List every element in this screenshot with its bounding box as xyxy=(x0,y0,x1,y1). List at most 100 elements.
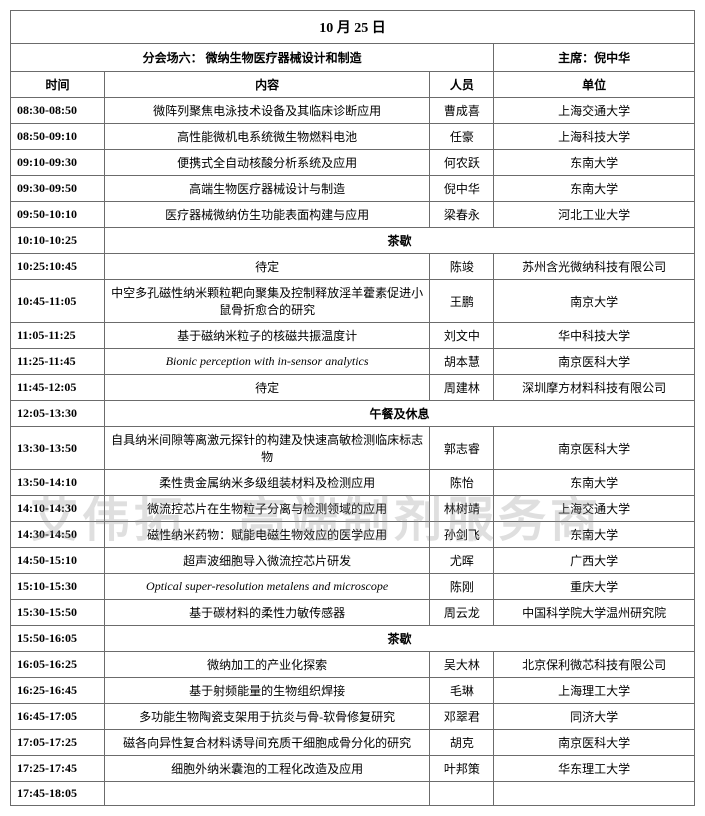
content-cell: 磁性纳米药物：赋能电磁生物效应的医学应用 xyxy=(104,522,429,548)
content-cell: 多功能生物陶瓷支架用于抗炎与骨-软骨修复研究 xyxy=(104,704,429,730)
table-row: 09:50-10:10医疗器械微纳仿生功能表面构建与应用梁春永河北工业大学 xyxy=(11,202,695,228)
unit-cell: 华中科技大学 xyxy=(494,323,695,349)
unit-cell: 广西大学 xyxy=(494,548,695,574)
content-cell: 微阵列聚焦电泳技术设备及其临床诊断应用 xyxy=(104,98,429,124)
table-row: 15:30-15:50基于碳材料的柔性力敏传感器周云龙中国科学院大学温州研究院 xyxy=(11,600,695,626)
person-cell: 郭志睿 xyxy=(430,427,494,470)
time-cell: 15:30-15:50 xyxy=(11,600,105,626)
date-cell: 10 月 25 日 xyxy=(11,11,695,44)
table-row: 10:25:10:45待定陈竣苏州含光微纳科技有限公司 xyxy=(11,254,695,280)
content-cell: 微流控芯片在生物粒子分离与检测领域的应用 xyxy=(104,496,429,522)
date-row: 10 月 25 日 xyxy=(11,11,695,44)
unit-cell: 苏州含光微纳科技有限公司 xyxy=(494,254,695,280)
person-cell: 陈竣 xyxy=(430,254,494,280)
unit-cell: 北京保利微芯科技有限公司 xyxy=(494,652,695,678)
break-cell: 午餐及休息 xyxy=(104,401,694,427)
content-cell: Bionic perception with in-sensor analyti… xyxy=(104,349,429,375)
content-cell: 自具纳米间隙等离激元探针的构建及快速高敏检测临床标志物 xyxy=(104,427,429,470)
person-cell: 刘文中 xyxy=(430,323,494,349)
time-header: 时间 xyxy=(11,72,105,98)
unit-header: 单位 xyxy=(494,72,695,98)
table-row: 13:50-14:10柔性贵金属纳米多级组装材料及检测应用陈怡东南大学 xyxy=(11,470,695,496)
person-cell: 王鹏 xyxy=(430,280,494,323)
table-row: 08:30-08:50微阵列聚焦电泳技术设备及其临床诊断应用曹成喜上海交通大学 xyxy=(11,98,695,124)
table-row: 17:25-17:45细胞外纳米囊泡的工程化改造及应用叶邦策华东理工大学 xyxy=(11,756,695,782)
content-cell: 细胞外纳米囊泡的工程化改造及应用 xyxy=(104,756,429,782)
unit-cell: 华东理工大学 xyxy=(494,756,695,782)
unit-cell: 东南大学 xyxy=(494,176,695,202)
content-cell: 高端生物医疗器械设计与制造 xyxy=(104,176,429,202)
table-row: 15:10-15:30Optical super-resolution meta… xyxy=(11,574,695,600)
unit-cell: 河北工业大学 xyxy=(494,202,695,228)
table-row: 12:05-13:30午餐及休息 xyxy=(11,401,695,427)
person-cell: 林树靖 xyxy=(430,496,494,522)
table-row: 16:45-17:05多功能生物陶瓷支架用于抗炎与骨-软骨修复研究邓翠君同济大学 xyxy=(11,704,695,730)
person-cell: 邓翠君 xyxy=(430,704,494,730)
time-cell: 08:30-08:50 xyxy=(11,98,105,124)
time-cell: 15:10-15:30 xyxy=(11,574,105,600)
time-cell: 10:45-11:05 xyxy=(11,280,105,323)
time-cell: 16:45-17:05 xyxy=(11,704,105,730)
content-cell xyxy=(104,782,429,806)
content-cell: 中空多孔磁性纳米颗粒靶向聚集及控制释放淫羊藿素促进小鼠骨折愈合的研究 xyxy=(104,280,429,323)
unit-cell: 南京医科大学 xyxy=(494,427,695,470)
time-cell: 14:50-15:10 xyxy=(11,548,105,574)
time-cell: 12:05-13:30 xyxy=(11,401,105,427)
time-cell: 11:25-11:45 xyxy=(11,349,105,375)
venue-row: 分会场六： 微纳生物医疗器械设计和制造 主席：倪中华 xyxy=(11,44,695,72)
content-cell: 便携式全自动核酸分析系统及应用 xyxy=(104,150,429,176)
person-cell: 叶邦策 xyxy=(430,756,494,782)
person-cell: 尤晖 xyxy=(430,548,494,574)
table-row: 14:10-14:30微流控芯片在生物粒子分离与检测领域的应用林树靖上海交通大学 xyxy=(11,496,695,522)
time-cell: 08:50-09:10 xyxy=(11,124,105,150)
break-cell: 茶歇 xyxy=(104,626,694,652)
content-cell: 微纳加工的产业化探索 xyxy=(104,652,429,678)
content-cell: 磁各向异性复合材料诱导间充质干细胞成骨分化的研究 xyxy=(104,730,429,756)
unit-cell: 上海交通大学 xyxy=(494,98,695,124)
time-cell: 11:45-12:05 xyxy=(11,375,105,401)
person-cell: 胡本慧 xyxy=(430,349,494,375)
unit-cell xyxy=(494,782,695,806)
time-cell: 17:05-17:25 xyxy=(11,730,105,756)
table-row: 16:25-16:45基于射频能量的生物组织焊接毛琳上海理工大学 xyxy=(11,678,695,704)
unit-cell: 上海交通大学 xyxy=(494,496,695,522)
table-row: 10:45-11:05中空多孔磁性纳米颗粒靶向聚集及控制释放淫羊藿素促进小鼠骨折… xyxy=(11,280,695,323)
time-cell: 17:45-18:05 xyxy=(11,782,105,806)
table-row: 13:30-13:50自具纳米间隙等离激元探针的构建及快速高敏检测临床标志物郭志… xyxy=(11,427,695,470)
person-cell: 陈刚 xyxy=(430,574,494,600)
content-cell: 柔性贵金属纳米多级组装材料及检测应用 xyxy=(104,470,429,496)
time-cell: 09:50-10:10 xyxy=(11,202,105,228)
time-cell: 10:10-10:25 xyxy=(11,228,105,254)
person-cell: 胡克 xyxy=(430,730,494,756)
content-cell: 基于磁纳米粒子的核磁共振温度计 xyxy=(104,323,429,349)
person-cell: 梁春永 xyxy=(430,202,494,228)
person-cell: 孙剑飞 xyxy=(430,522,494,548)
person-cell: 任豪 xyxy=(430,124,494,150)
person-header: 人员 xyxy=(430,72,494,98)
content-cell: 超声波细胞导入微流控芯片研发 xyxy=(104,548,429,574)
time-cell: 09:10-09:30 xyxy=(11,150,105,176)
unit-cell: 南京大学 xyxy=(494,280,695,323)
person-cell: 陈怡 xyxy=(430,470,494,496)
unit-cell: 南京医科大学 xyxy=(494,349,695,375)
break-cell: 茶歇 xyxy=(104,228,694,254)
table-row: 14:50-15:10超声波细胞导入微流控芯片研发尤晖广西大学 xyxy=(11,548,695,574)
time-cell: 10:25:10:45 xyxy=(11,254,105,280)
content-cell: 基于射频能量的生物组织焊接 xyxy=(104,678,429,704)
person-cell: 何农跃 xyxy=(430,150,494,176)
person-cell: 曹成喜 xyxy=(430,98,494,124)
content-cell: Optical super-resolution metalens and mi… xyxy=(104,574,429,600)
time-cell: 16:05-16:25 xyxy=(11,652,105,678)
time-cell: 09:30-09:50 xyxy=(11,176,105,202)
table-row: 11:25-11:45Bionic perception with in-sen… xyxy=(11,349,695,375)
schedule-table: 10 月 25 日 分会场六： 微纳生物医疗器械设计和制造 主席：倪中华 时间 … xyxy=(10,10,695,806)
time-cell: 13:30-13:50 xyxy=(11,427,105,470)
person-cell: 毛琳 xyxy=(430,678,494,704)
table-row: 17:05-17:25磁各向异性复合材料诱导间充质干细胞成骨分化的研究胡克南京医… xyxy=(11,730,695,756)
unit-cell: 重庆大学 xyxy=(494,574,695,600)
unit-cell: 同济大学 xyxy=(494,704,695,730)
person-cell: 周云龙 xyxy=(430,600,494,626)
time-cell: 13:50-14:10 xyxy=(11,470,105,496)
time-cell: 15:50-16:05 xyxy=(11,626,105,652)
person-cell: 吴大林 xyxy=(430,652,494,678)
